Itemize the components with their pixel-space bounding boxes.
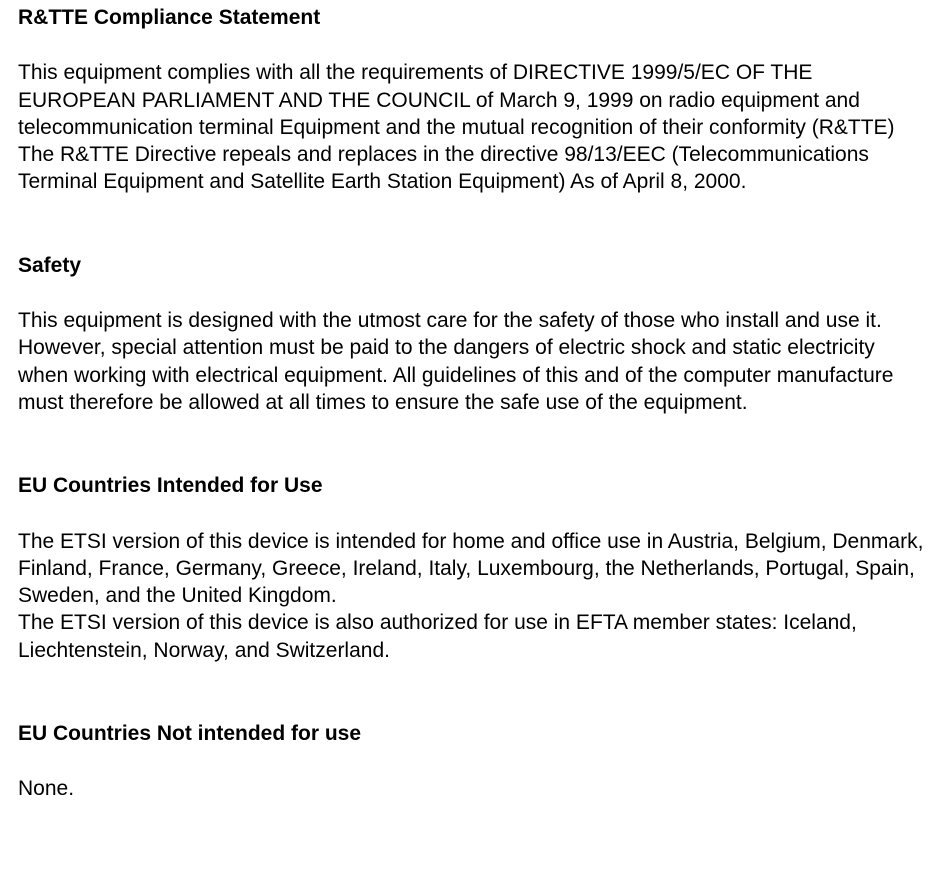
section-heading: EU Countries Not intended for use [18, 720, 927, 747]
section-paragraph: The R&TTE Directive repeals and replaces… [18, 141, 927, 196]
document-body: R&TTE Compliance Statement This equipmen… [18, 4, 927, 803]
section-paragraph: This equipment complies with all the req… [18, 59, 927, 141]
section-safety: Safety This equipment is designed with t… [18, 252, 927, 416]
section-paragraph: The ETSI version of this device is also … [18, 609, 927, 664]
section-rtte: R&TTE Compliance Statement This equipmen… [18, 4, 927, 196]
section-paragraph: This equipment is designed with the utmo… [18, 307, 927, 416]
section-heading: R&TTE Compliance Statement [18, 4, 927, 31]
section-eu-not-intended: EU Countries Not intended for use None. [18, 720, 927, 803]
section-paragraph: None. [18, 775, 927, 802]
section-eu-intended: EU Countries Intended for Use The ETSI v… [18, 472, 927, 664]
section-heading: Safety [18, 252, 927, 279]
section-heading: EU Countries Intended for Use [18, 472, 927, 499]
section-paragraph: The ETSI version of this device is inten… [18, 528, 927, 610]
